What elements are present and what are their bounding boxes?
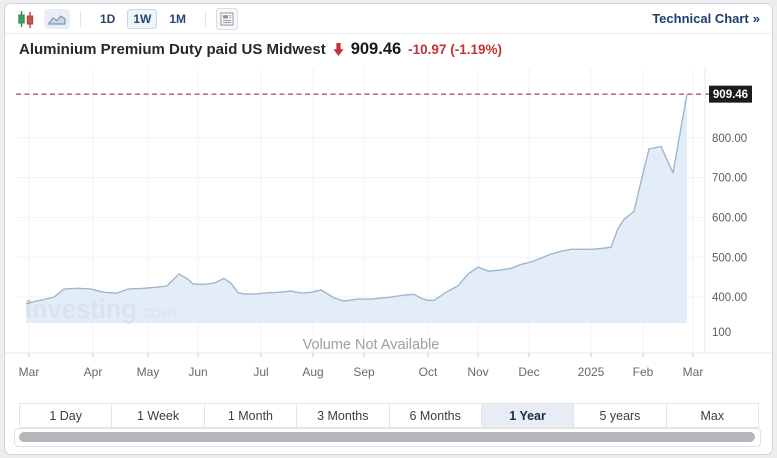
chart-toolbar: 1D 1W 1M Technical Chart » [5, 4, 772, 34]
candlestick-icon[interactable] [17, 9, 35, 29]
x-axis-label: Aug [302, 365, 323, 379]
price-line [25, 93, 688, 305]
instrument-title: Aluminium Premium Duty paid US Midwest [19, 40, 326, 58]
chevron-right-icon: » [752, 11, 760, 26]
x-axis-label: May [137, 365, 160, 379]
technical-chart-label: Technical Chart [652, 11, 749, 26]
x-axis-label: Mar [19, 365, 40, 379]
price-area-fill [26, 94, 687, 323]
y-axis-label: 500.00 [712, 252, 747, 264]
last-price-badge-label: 909.46 [713, 89, 748, 101]
range-6-months[interactable]: 6 Months [388, 404, 481, 427]
volume-axis-label: 100 [712, 327, 731, 339]
timeframe-1d[interactable]: 1D [94, 9, 121, 29]
y-axis-label: 800.00 [712, 133, 747, 145]
x-axis-label: Dec [518, 365, 539, 379]
timeframe-1m[interactable]: 1M [163, 9, 192, 29]
timeframe-group: 1D 1W 1M [91, 8, 195, 29]
range-max[interactable]: Max [665, 404, 758, 427]
chart-scrollbar-thumb[interactable] [19, 432, 755, 442]
last-price-badge [709, 85, 752, 103]
x-axis-label: Feb [633, 365, 654, 379]
chart-scrollbar-track[interactable] [14, 428, 761, 447]
range-1-day[interactable]: 1 Day [20, 404, 112, 427]
toolbar-divider [205, 10, 207, 27]
price-change: -10.97 (-1.19%) [408, 41, 502, 57]
toolbar-divider [80, 10, 81, 27]
y-axis-label: 600.00 [712, 212, 747, 224]
last-price: 909.46 [350, 39, 402, 58]
timeframe-1w[interactable]: 1W [127, 8, 158, 29]
y-axis-label: 400.00 [712, 292, 747, 304]
x-axis-label: Nov [467, 365, 488, 379]
y-axis-label: 700.00 [712, 173, 747, 185]
range-3-months[interactable]: 3 Months [296, 404, 389, 427]
range-1-year[interactable]: 1 Year [480, 404, 574, 427]
x-axis-label: Sep [353, 365, 375, 379]
news-icon[interactable] [216, 7, 239, 30]
range-1-week[interactable]: 1 Week [111, 404, 204, 427]
area-chart-icon[interactable] [44, 8, 70, 29]
technical-chart-link[interactable]: Technical Chart » [652, 11, 760, 26]
x-axis-label: Mar [683, 365, 704, 379]
x-axis-label: Jul [253, 365, 268, 379]
range-5-years[interactable]: 5 years [573, 404, 666, 427]
x-axis-label: Jun [188, 365, 207, 379]
chart-widget: Investing.com800.00700.00600.00500.00400… [4, 3, 773, 455]
price-chart[interactable]: Investing.com800.00700.00600.00500.00400… [5, 4, 773, 455]
x-axis-label: Oct [419, 365, 438, 379]
instrument-header: Aluminium Premium Duty paid US Midwest 9… [5, 34, 772, 64]
x-axis-label: Apr [84, 365, 103, 379]
range-selector: 1 Day 1 Week 1 Month 3 Months 6 Months 1 Year… [19, 403, 759, 428]
x-axis-label: 2025 [578, 365, 605, 379]
volume-note: Volume Not Available [303, 337, 440, 353]
range-1-month[interactable]: 1 Month [203, 404, 297, 427]
arrow-down-icon [333, 42, 344, 56]
